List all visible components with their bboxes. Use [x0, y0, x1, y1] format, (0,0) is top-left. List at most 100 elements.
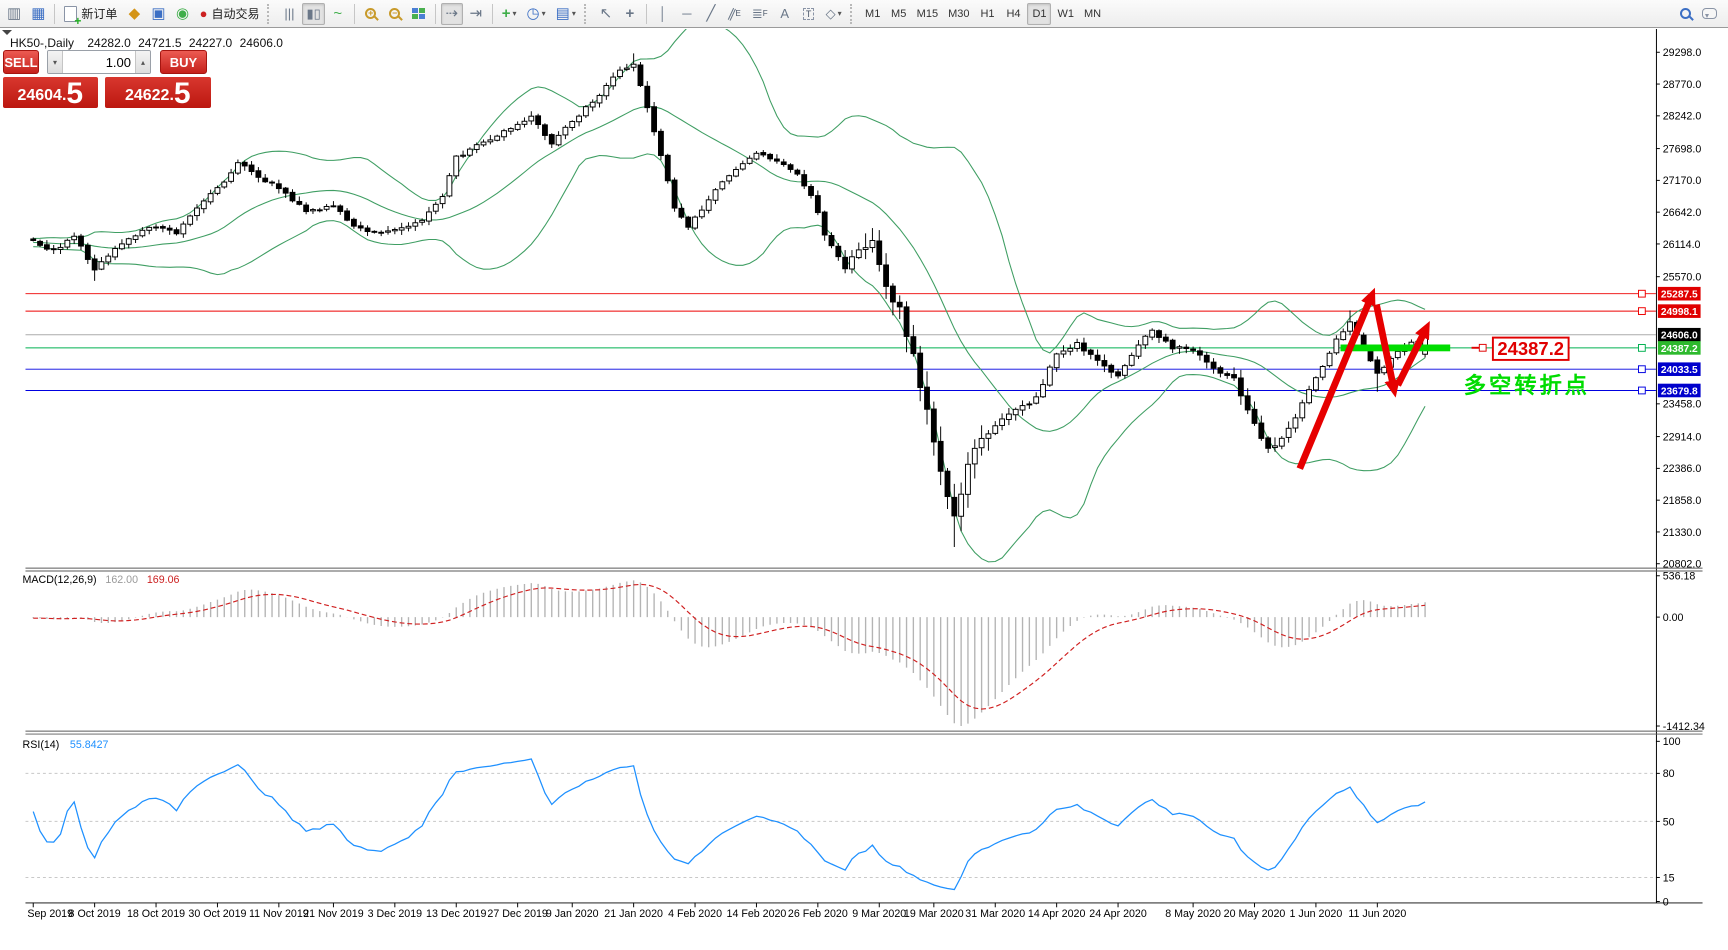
- zoom-in-button[interactable]: +: [360, 3, 382, 25]
- timeframe-d1-button[interactable]: D1: [1027, 2, 1052, 25]
- candle-dn-glyph: ▮: [306, 6, 314, 21]
- new-chart-button[interactable]: ▥: [3, 3, 25, 25]
- date-tick-label: 13 Dec 2019: [426, 908, 487, 920]
- timeframe-m30-button[interactable]: M30: [948, 7, 970, 20]
- volume-input[interactable]: [63, 51, 135, 73]
- buy-price-button[interactable]: 24622. 5: [104, 77, 211, 109]
- date-tick-label: 30 Oct 2019: [188, 908, 246, 920]
- hline-handle[interactable]: [1637, 365, 1646, 374]
- toolbar-drag-handle[interactable]: [583, 3, 591, 24]
- hline-handle[interactable]: [1637, 289, 1646, 298]
- chart-shift-button[interactable]: ⇥: [465, 3, 487, 25]
- horizontal-line-button[interactable]: ─: [676, 3, 698, 25]
- volume-decrease-button[interactable]: ▾: [48, 51, 63, 73]
- plus-glyph: +: [368, 8, 374, 18]
- date-tick-label: 27 Dec 2019: [487, 908, 548, 920]
- shapes-icon: ◇: [825, 6, 836, 21]
- svg-text:22914.0: 22914.0: [1663, 431, 1702, 443]
- bar-chart-button[interactable]: |||: [278, 3, 300, 25]
- dropdown-icon: ▾: [571, 9, 576, 18]
- svg-text:28770.0: 28770.0: [1663, 79, 1702, 91]
- price-badge: [1657, 327, 1701, 342]
- equidistant-channel-button[interactable]: ∥ E: [724, 3, 746, 25]
- toolbar-drag-handle[interactable]: [267, 3, 274, 24]
- date-tick-label: 1 Jun 2020: [1290, 908, 1343, 920]
- buy-button[interactable]: BUY: [160, 50, 207, 74]
- thick-green-highlight[interactable]: [1340, 344, 1451, 352]
- candlestick-chart-button[interactable]: ▮▯: [302, 2, 325, 25]
- timeframe-m5-button[interactable]: M5: [891, 7, 907, 20]
- svg-text:23679.8: 23679.8: [1661, 386, 1698, 397]
- hline-handle[interactable]: [1637, 344, 1646, 352]
- plus-icon: +: [74, 13, 82, 28]
- sell-price-button[interactable]: 24604. 5: [3, 77, 98, 109]
- timeframe-mn-button[interactable]: MN: [1083, 7, 1102, 20]
- vertical-line-button[interactable]: │: [652, 3, 674, 25]
- fibonacci-button[interactable]: ≣ F: [748, 3, 772, 25]
- metaeditor-button[interactable]: ◆: [123, 3, 145, 25]
- red-zigzag-arrow[interactable]: [1373, 303, 1400, 398]
- timeframe-m15-button[interactable]: M15: [916, 7, 939, 20]
- new-order-button[interactable]: + 新订单: [60, 3, 121, 28]
- line-chart-button[interactable]: ~: [327, 3, 349, 25]
- alerts-button[interactable]: ◉: [172, 3, 194, 25]
- auto-scroll-icon: ⇢: [445, 5, 459, 22]
- hline-handle[interactable]: [1637, 386, 1646, 395]
- metaeditor-icon: ◆: [128, 5, 141, 22]
- crosshair-button[interactable]: +: [619, 3, 641, 25]
- svg-text:24033.5: 24033.5: [1661, 365, 1698, 376]
- hline-handle[interactable]: [1637, 307, 1646, 316]
- tile-windows-button[interactable]: [408, 3, 430, 25]
- indicators-icon: +: [501, 5, 511, 22]
- text-button[interactable]: A: [774, 3, 796, 25]
- svg-text:0: 0: [1663, 896, 1669, 908]
- callout-handle[interactable]: [1478, 343, 1487, 352]
- cn-note-text: 多空转折点: [1464, 372, 1590, 398]
- date-tick-label: 3 Dec 2019: [368, 908, 423, 920]
- templates-button[interactable]: ▤ ▾: [552, 3, 580, 25]
- bar-chart-icon: |||: [284, 6, 295, 21]
- cursor-button[interactable]: ↖: [595, 3, 617, 25]
- chat-button[interactable]: [1698, 3, 1721, 25]
- autotrading-button[interactable]: ● 自动交易: [196, 3, 264, 25]
- svg-text:26114.0: 26114.0: [1663, 239, 1701, 251]
- toolbar-drag-handle[interactable]: [849, 3, 857, 24]
- line-chart-icon: ~: [333, 5, 343, 22]
- auto-scroll-button[interactable]: ⇢: [440, 2, 463, 25]
- volume-increase-button[interactable]: ▴: [135, 51, 150, 73]
- date-tick-label: 19 Mar 2020: [904, 908, 964, 920]
- spin-up-icon: ▴: [140, 57, 145, 67]
- market-watch-button[interactable]: ▣: [147, 3, 169, 25]
- indicators-button[interactable]: + ▾: [498, 3, 521, 25]
- chart-canvas[interactable]: 24387.2 多空转折点 29298.0 28770.0 28242.0 27698.…: [0, 28, 1728, 950]
- axis-layer[interactable]: 29298.0 28770.0 28242.0 27698.0 27170.0 26642…: [23, 28, 1705, 920]
- periods-button[interactable]: ◷ ▾: [523, 3, 550, 25]
- price-callout-box[interactable]: [1491, 336, 1570, 361]
- ohlc-open: 24282.0: [87, 36, 131, 50]
- svg-text:20802.0: 20802.0: [1663, 559, 1702, 571]
- red-zigzag-arrow[interactable]: [1296, 287, 1376, 470]
- annotation-layer[interactable]: 24387.2 多空转折点: [1296, 287, 1646, 470]
- timeframe-w1-button[interactable]: W1: [1057, 7, 1074, 20]
- one-click-collapse-arrow[interactable]: [2, 30, 12, 40]
- red-zigzag-arrow[interactable]: [1394, 321, 1430, 387]
- timeframe-h1-button[interactable]: H1: [980, 7, 995, 20]
- date-tick-label: 24 Apr 2020: [1089, 908, 1147, 920]
- timeframe-m1-button[interactable]: M1: [865, 7, 881, 20]
- zoom-out-button[interactable]: −: [384, 3, 406, 25]
- price-badge: [1657, 286, 1701, 301]
- shapes-button[interactable]: ◇ ▾: [822, 3, 846, 25]
- sell-button[interactable]: SELL: [3, 50, 39, 74]
- horizontal-line-icon: ─: [682, 6, 692, 21]
- trendline-button[interactable]: ╱: [700, 3, 722, 25]
- search-button[interactable]: [1674, 3, 1696, 25]
- text-label-button[interactable]: T: [798, 3, 820, 25]
- chart-area[interactable]: 24387.2 多空转折点 29298.0 28770.0 28242.0 27698.…: [0, 28, 1728, 950]
- date-tick-label: 18 Oct 2019: [127, 908, 185, 920]
- profiles-button[interactable]: ▦: [27, 3, 49, 25]
- indicator-label: 169.06: [147, 574, 180, 586]
- timeframe-h4-button[interactable]: H4: [1006, 7, 1021, 20]
- svg-text:21330.0: 21330.0: [1663, 527, 1702, 539]
- bollinger-middle: [33, 105, 1426, 432]
- trendline-icon: ╱: [706, 5, 716, 22]
